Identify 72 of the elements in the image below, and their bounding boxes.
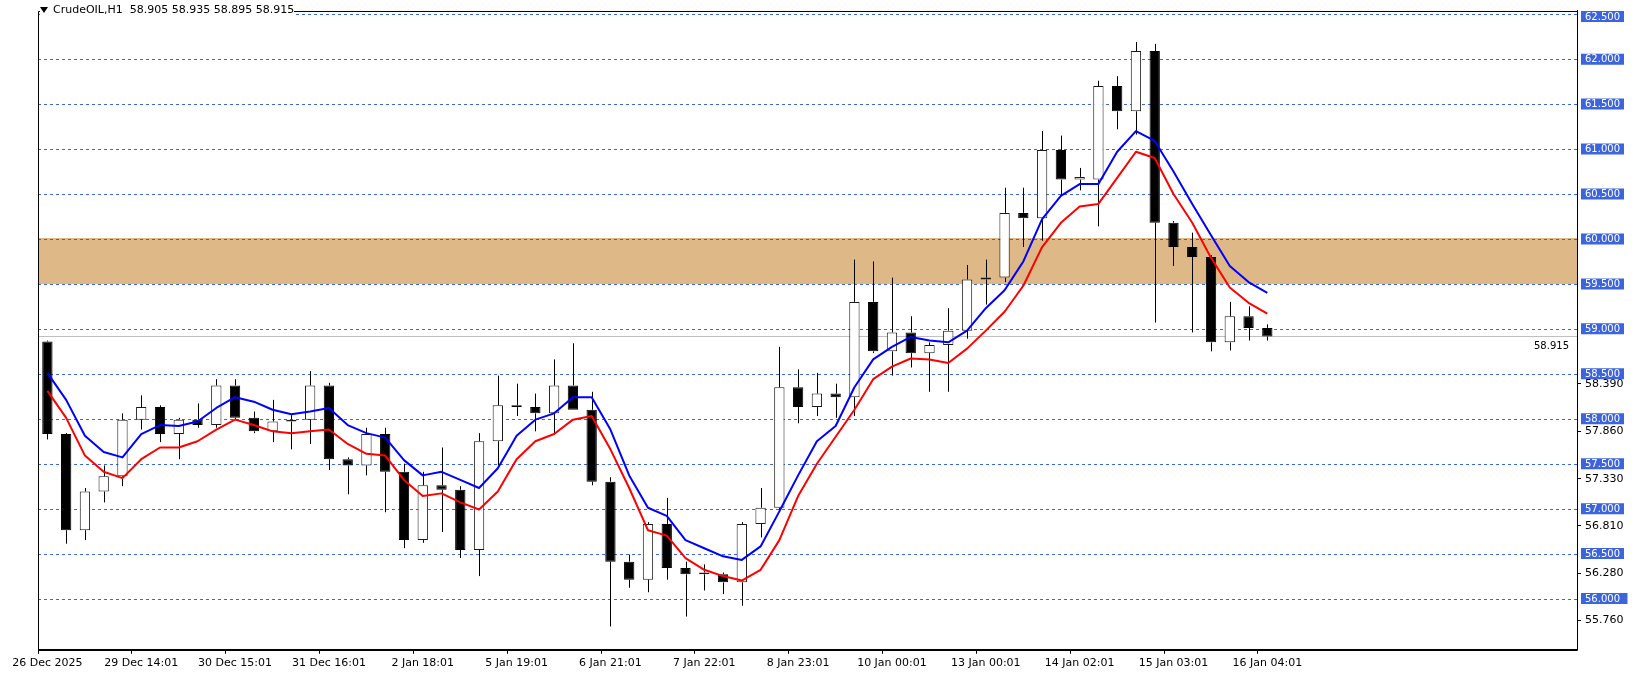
ref-line-label: 56.000 [1585,592,1620,604]
x-tick-label: 29 Dec 14:01 [104,656,179,670]
candlestick [642,521,654,593]
ref-line-label: 59.000 [1585,322,1620,334]
y-tick-label: 57.330 [1585,471,1624,485]
y-tick-label: 55.760 [1585,612,1624,626]
x-tick-label: 5 Jan 19:01 [485,656,548,670]
x-tick-label: 16 Jan 04:01 [1232,656,1303,670]
candlestick [868,260,879,354]
x-tick-label: 13 Jan 00:01 [950,656,1021,670]
x-tick-label: 26 Dec 2025 [12,656,83,670]
candlestick [1130,41,1142,136]
x-tick-label: 7 Jan 22:01 [672,656,736,670]
candlestick [1112,75,1123,130]
candlestick [548,358,560,434]
x-tick-label: 14 Jan 02:01 [1044,656,1115,670]
ref-line-label: 61.500 [1585,98,1620,110]
y-tick-label: 57.860 [1585,424,1624,438]
candlestick [624,554,635,589]
candlestick [436,447,447,533]
candlestick [661,497,672,581]
ref-line-label: 57.500 [1585,457,1620,469]
candlestick [530,393,541,432]
candlestick [1149,43,1160,324]
candlestick [775,346,784,512]
ref-line-label: 59.500 [1585,277,1620,289]
y-tick-label: 58.390 [1585,376,1624,390]
y-tick-label: 56.280 [1585,566,1624,580]
ref-line-label: 60.500 [1585,188,1620,200]
candlestick [1168,220,1179,267]
ref-line-label: 57.000 [1585,502,1620,514]
candlestick [1093,80,1104,227]
chart-title: CrudeOIL,H1 58.905 58.935 58.895 58.915 [53,3,295,16]
candlestick [211,378,222,429]
candlestick [1074,167,1085,191]
candlestick [792,368,804,424]
x-tick-label: 30 Dec 15:01 [198,656,273,670]
ref-line-label: 58.500 [1585,367,1620,379]
ref-line-label: 60.000 [1585,233,1620,245]
candlestick [118,412,127,487]
candlestick [962,264,972,340]
ref-line-label: 56.500 [1585,547,1620,559]
candlestick [1036,130,1048,242]
candlestick [680,561,691,618]
candlestick [455,485,466,559]
x-tick-label: 8 Jan 23:01 [766,656,830,670]
candlestick [60,434,72,545]
y-tick-label: 56.810 [1585,518,1624,532]
candlestick [304,370,316,445]
candlestick [999,187,1010,283]
candlestick [1224,301,1235,351]
ref-line-label: 62.500 [1585,10,1620,22]
x-tick-label: 10 Jan 00:01 [857,656,927,670]
ref-line-label: 61.000 [1585,143,1620,155]
x-tick-label: 15 Jan 03:01 [1138,656,1209,670]
candlestick [79,487,91,541]
ref-line-label: 58.000 [1585,412,1620,424]
candlestick [398,463,410,549]
x-tick-label: 31 Dec 16:01 [291,656,366,670]
candlestick [849,259,860,417]
candlestick [605,476,616,627]
candlestick [342,456,353,495]
candlestick [492,375,503,466]
candlestick [586,391,597,486]
candlestick [1205,254,1217,352]
ref-line-label: 58.915 [1534,339,1570,351]
x-tick-label: 2 Jan 18:01 [391,656,455,670]
candlestick [323,382,335,471]
ref-line-label: 62.000 [1585,53,1620,65]
x-tick-label: 6 Jan 21:01 [579,656,642,670]
candlestick [1055,135,1067,197]
candlestick [473,432,485,577]
